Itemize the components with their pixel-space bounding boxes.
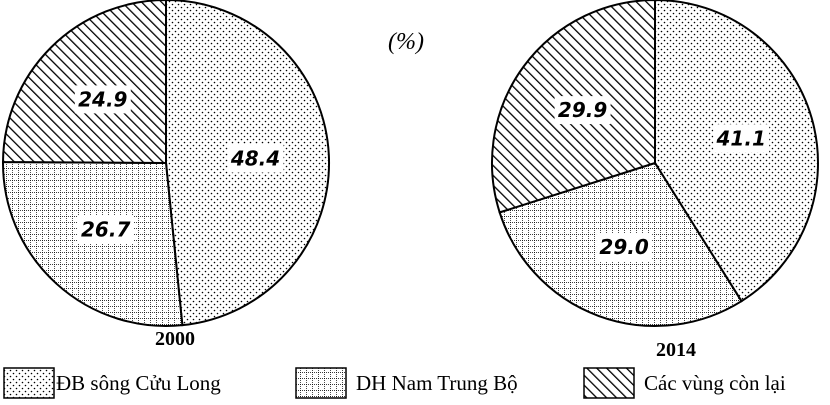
legend-swatch-3	[583, 367, 635, 399]
data-label-2014-3: 29.9	[558, 98, 607, 122]
data-label-bg	[713, 124, 770, 153]
data-label-bg	[554, 96, 611, 125]
pie-slice-2000-3	[1, 0, 167, 165]
legend: ĐB sông Cửu Long DH Nam Trung Bộ Các vùng …	[3, 367, 786, 399]
data-label-2000-3: 24.9	[78, 87, 127, 111]
data-label-2000-1: 48.4	[230, 147, 280, 171]
year-label-2014: 2014	[656, 339, 696, 361]
data-label-bg	[596, 233, 653, 262]
legend-swatch-2	[295, 367, 347, 399]
pie-2014: 41.1 29.0 29.9 2014	[491, 0, 819, 361]
unit-label: (%)	[388, 29, 424, 55]
legend-swatch-1	[3, 367, 55, 399]
legend-label-2: DH Nam Trung Bộ	[356, 371, 518, 395]
legend-label-3: Các vùng còn lại	[644, 371, 786, 395]
data-label-bg	[227, 144, 284, 173]
data-label-2014-2: 29.0	[599, 235, 648, 259]
pie-2000: 48.4 26.7 24.9 2000	[1, 0, 331, 350]
data-label-2000-2: 26.7	[81, 217, 130, 241]
legend-label-1: ĐB sông Cửu Long	[56, 371, 221, 395]
year-label-2000: 2000	[155, 328, 195, 350]
data-label-bg	[77, 215, 134, 244]
data-label-2014-1: 41.1	[716, 126, 766, 150]
pie-slice-2000-2	[1, 160, 184, 327]
data-label-bg	[74, 85, 131, 114]
pies-group: 48.4 26.7 24.9 2000 41.1 29.0 29.9 2014	[1, 0, 819, 361]
